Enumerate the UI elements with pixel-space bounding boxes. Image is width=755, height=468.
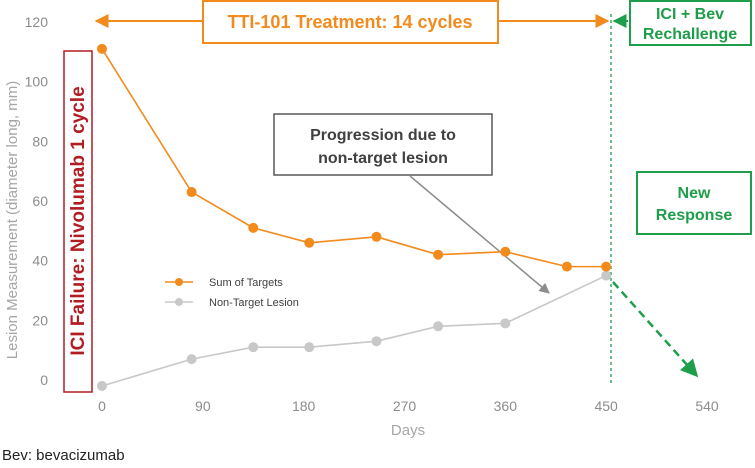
y-tick-label: 100	[25, 74, 49, 90]
data-point-non-target-lesion	[186, 354, 197, 365]
new-response-line1: New	[678, 185, 711, 202]
progression-label-line2: non-target lesion	[318, 150, 448, 167]
legend-label-sum-of-targets: Sum of Targets	[209, 277, 283, 289]
x-tick-label: 90	[195, 398, 211, 414]
data-point-sum-of-targets	[186, 187, 197, 198]
rechallenge-label-line1: ICI + Bev	[656, 6, 724, 23]
x-tick-label: 450	[594, 398, 618, 414]
new-response-box	[636, 171, 752, 235]
y-tick-label: 20	[32, 312, 48, 328]
data-point-non-target-lesion	[371, 336, 382, 347]
y-tick-label: 0	[40, 372, 48, 388]
data-point-sum-of-targets	[371, 231, 382, 242]
data-point-non-target-lesion	[304, 342, 315, 353]
new-response-arrow	[612, 281, 699, 378]
y-tick-label: 40	[32, 253, 48, 269]
data-point-non-target-lesion	[97, 380, 107, 391]
treatment-box	[202, 0, 499, 44]
data-point-sum-of-targets	[248, 222, 259, 233]
footnote: Bev: bevacizumab	[2, 447, 125, 464]
data-point-non-target-lesion	[248, 342, 259, 353]
x-tick-label: 180	[292, 398, 316, 414]
x-tick-label: 0	[98, 398, 106, 414]
data-point-sum-of-targets	[601, 261, 612, 272]
x-axis-title: Days	[391, 422, 425, 439]
progression-arrow	[409, 175, 550, 294]
progression-box	[273, 113, 493, 176]
y-tick-label: 120	[25, 14, 49, 30]
x-tick-label: 270	[393, 398, 417, 414]
series-line-non-target-lesion	[101, 274, 607, 387]
data-point-non-target-lesion	[500, 318, 511, 329]
legend-label-non-target: Non-Target Lesion	[209, 297, 299, 309]
data-point-sum-of-targets	[433, 249, 444, 260]
progression-label-line1: Progression due to	[310, 127, 456, 144]
rechallenge-box	[629, 0, 752, 46]
legend: Sum of Targets Non-Target Lesion	[165, 277, 299, 309]
data-point-non-target-lesion	[433, 321, 444, 332]
y-axis-title: Lesion Measurement (diameter long, mm)	[4, 81, 21, 359]
y-tick-label: 60	[32, 193, 48, 209]
new-response-line2: Response	[656, 207, 733, 224]
legend-marker-sum-of-targets	[175, 278, 183, 286]
treatment-label: TTI-101 Treatment: 14 cycles	[227, 12, 472, 32]
x-tick-label: 540	[695, 398, 719, 414]
ici-failure-box	[63, 50, 93, 393]
data-point-sum-of-targets	[97, 43, 107, 54]
data-point-sum-of-targets	[500, 246, 511, 257]
y-tick-label: 80	[32, 133, 48, 149]
x-tick-label: 360	[494, 398, 518, 414]
legend-marker-non-target	[175, 298, 183, 306]
rechallenge-label-line2: Rechallenge	[643, 26, 737, 43]
y-tick-labels: 0 20 40 60 80 100 120	[25, 14, 49, 388]
data-point-sum-of-targets	[304, 237, 315, 248]
x-tick-labels: 0 90 180 270 360 450 540	[98, 398, 719, 414]
ici-failure-label: ICI Failure: Nivolumab 1 cycle	[68, 86, 89, 355]
data-point-non-target-lesion	[601, 270, 612, 281]
data-point-sum-of-targets	[561, 261, 572, 272]
series-layer	[97, 43, 612, 391]
